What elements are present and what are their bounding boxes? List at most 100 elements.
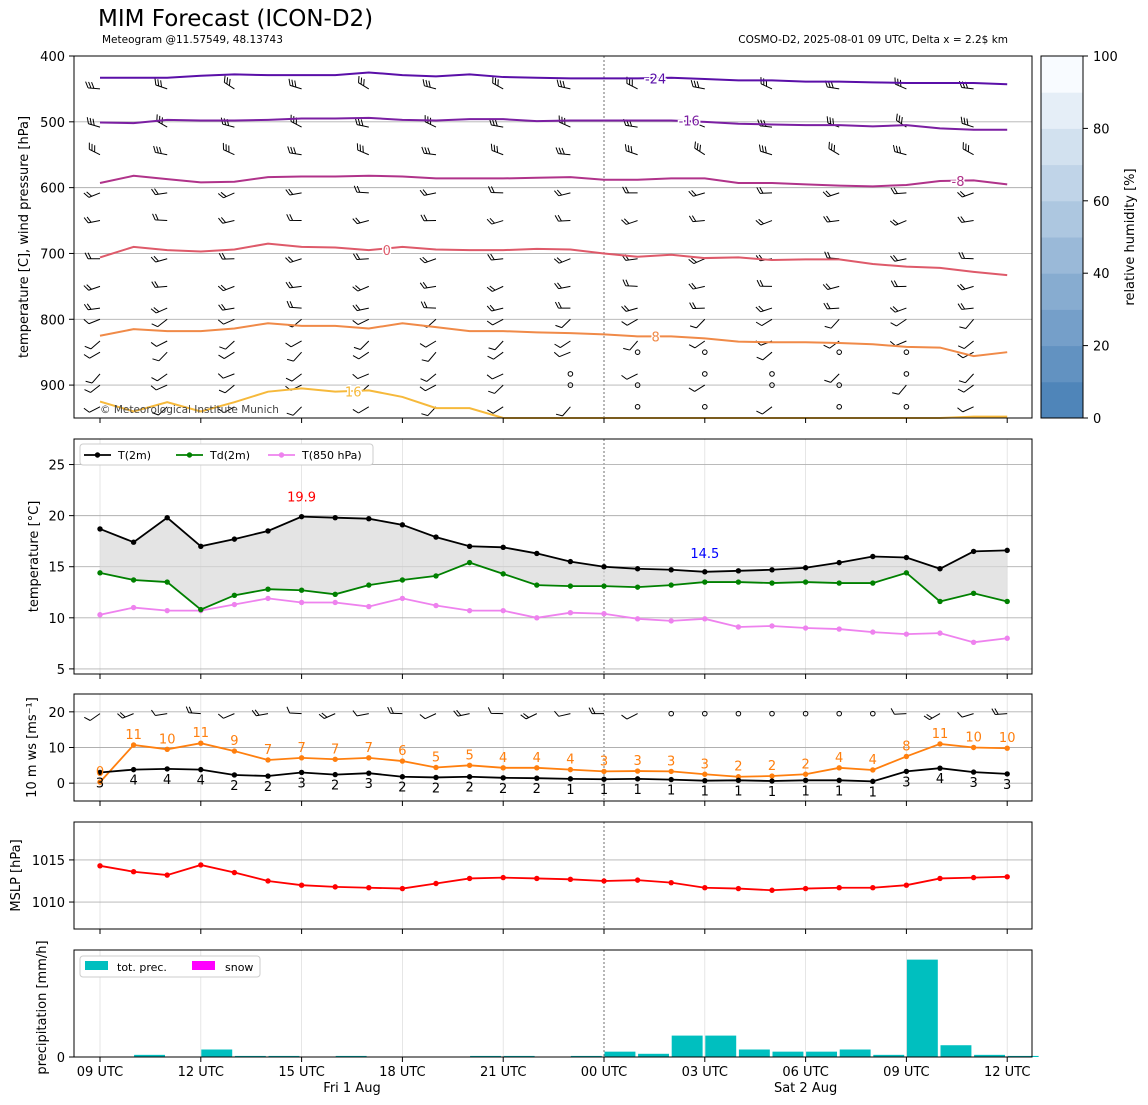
gust-point <box>265 757 271 763</box>
upper-wind-barb <box>419 384 437 392</box>
upper-wind-barb <box>352 406 370 414</box>
upper-wind-barb <box>755 318 773 327</box>
gust-point <box>500 765 506 771</box>
upper-wind-barb <box>758 144 773 156</box>
gust-value-label: 3 <box>701 757 709 772</box>
temperature-tick-label: 25 <box>48 459 65 474</box>
wind-speed-point <box>97 769 103 776</box>
calm-wind-marker <box>870 710 876 717</box>
precipitation-bar <box>638 1053 670 1057</box>
upper-wind-barb <box>958 373 974 384</box>
surface-wind-barb <box>185 706 201 715</box>
mslp-y-label: MSLP [hPa] <box>9 839 24 911</box>
precipitation-tick-label: 0 <box>57 1051 65 1066</box>
wind-speed-value-label: 4 <box>163 773 171 788</box>
precipitation-bar <box>705 1035 737 1057</box>
upper-wind-barb <box>757 119 773 128</box>
wind-speed-value-label: 3 <box>297 776 305 791</box>
wind-speed-value-label: 1 <box>667 784 675 799</box>
temperature-series-point <box>769 623 775 629</box>
calm-wind-marker <box>735 710 742 717</box>
upper-wind-barb <box>889 340 907 347</box>
upper-wind-barb <box>490 143 504 156</box>
upper-wind-barb <box>828 141 840 156</box>
temperature-series-point <box>231 601 238 608</box>
upper-wind-barb <box>487 186 504 194</box>
time-tick-label: 06 UTC <box>782 1065 828 1080</box>
pressure-tick-label: 900 <box>40 379 65 394</box>
upper-wind-barb <box>962 142 974 156</box>
upper-wind-barb <box>422 79 437 90</box>
upper-wind-barb <box>286 300 302 309</box>
legend-label: T(850 hPa) <box>301 449 362 462</box>
mslp-point <box>130 869 137 875</box>
temperature-series-point <box>298 599 305 606</box>
upper-wind-barb <box>83 303 101 311</box>
gust-value-label: 10 <box>999 731 1016 746</box>
time-tick-label: 03 UTC <box>682 1065 728 1080</box>
precipitation-bar <box>1007 1055 1039 1057</box>
temperature-series-point <box>500 607 506 614</box>
upper-wind-barb <box>153 145 168 156</box>
isotherm-line <box>100 71 1008 86</box>
precipitation-frame <box>73 949 1033 1058</box>
upper-wind-barb <box>150 255 168 263</box>
upper-wind-barb <box>285 281 302 289</box>
precipitation-bar <box>201 1049 233 1057</box>
wind-tick-label: 0 <box>57 777 65 792</box>
legend-swatch <box>192 961 215 970</box>
pressure-tick-label: 500 <box>40 116 65 131</box>
temperature-series-point <box>802 579 809 585</box>
upper-wind-barb <box>217 318 235 325</box>
temperature-series-point <box>500 571 506 577</box>
gust-point <box>1004 745 1010 751</box>
upper-wind-barb <box>421 351 437 362</box>
calm-wind-marker <box>903 349 910 355</box>
gust-point <box>903 753 910 760</box>
colorbar-frame <box>1040 55 1084 419</box>
wind-speed-point <box>130 766 137 773</box>
temperature-series-point <box>567 583 574 589</box>
upper-wind-barb <box>689 302 705 310</box>
wind-speed-point <box>231 772 238 778</box>
calm-wind-marker <box>634 382 641 388</box>
gust-point <box>366 755 372 761</box>
temperature-series-point <box>534 615 540 621</box>
gust-point <box>332 756 338 762</box>
upper-wind-barb <box>286 214 302 222</box>
upper-wind-barb <box>755 305 773 313</box>
calm-wind-marker <box>769 382 775 388</box>
temperature-series-point <box>836 559 842 566</box>
gust-point <box>870 767 876 773</box>
mslp-point <box>567 876 574 882</box>
upper-wind-barb <box>824 373 840 383</box>
temperature-series-point <box>332 591 338 598</box>
upper-wind-barb <box>84 384 101 393</box>
upper-wind-barb <box>218 406 235 414</box>
upper-wind-barb <box>419 340 437 348</box>
mslp-point <box>769 887 775 893</box>
upper-wind-barb <box>626 76 638 90</box>
time-tick-label: 12 UTC <box>984 1065 1030 1080</box>
upper-wind-barb <box>823 215 840 223</box>
temperature-series-point <box>937 630 943 636</box>
upper-wind-barb <box>755 340 773 346</box>
upper-wind-barb <box>286 406 302 416</box>
temperature-legend <box>79 443 374 466</box>
gust-value-label: 4 <box>835 751 843 766</box>
temperature-series-point <box>735 624 742 630</box>
upper-wind-barb <box>554 301 571 309</box>
temperature-series-point <box>870 553 876 560</box>
wind-speed-line <box>99 767 1008 783</box>
upper-wind-barb <box>623 340 638 351</box>
mslp-point <box>937 875 943 882</box>
mslp-point <box>601 878 607 884</box>
wind-speed-value-label: 2 <box>465 781 473 796</box>
gust-value-label: 10 <box>965 731 982 746</box>
precipitation-bar <box>234 1055 266 1057</box>
mslp-point <box>265 878 271 884</box>
gust-point <box>970 744 977 751</box>
upper-wind-barb <box>890 318 907 327</box>
upper-wind-barb <box>621 373 638 380</box>
upper-wind-barb <box>822 190 840 198</box>
